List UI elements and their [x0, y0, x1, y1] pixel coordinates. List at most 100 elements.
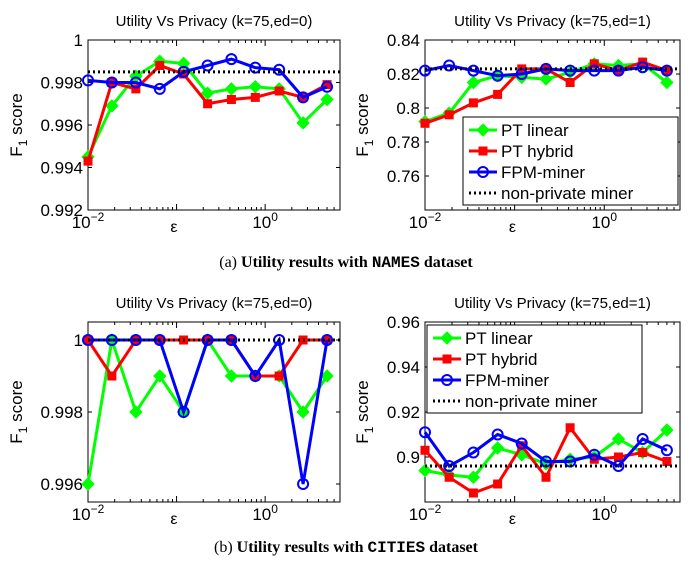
y-tick-label: 0.78 [387, 133, 420, 152]
chart-title: Utility Vs Privacy (k=75,ed=0) [116, 13, 313, 30]
data-point [83, 156, 93, 166]
data-point [660, 423, 674, 437]
data-point [443, 59, 456, 72]
data-point [466, 470, 481, 484]
data-point [296, 405, 310, 419]
data-point [153, 82, 166, 95]
chart-title: Utility Vs Privacy (k=75,ed=1) [454, 295, 651, 312]
data-point [660, 64, 673, 77]
data-point [105, 76, 118, 89]
y-tick-label: 0.998 [40, 403, 83, 422]
y-tick-label: 0.82 [387, 65, 420, 84]
y-tick-label: 0.94 [387, 358, 420, 377]
data-point [419, 426, 431, 439]
data-point [493, 89, 503, 99]
y-tick-label: 0.996 [40, 475, 83, 494]
y-tick-label: 1 [74, 331, 83, 350]
data-point [418, 463, 432, 478]
data-point [468, 98, 478, 108]
data-point [176, 56, 191, 71]
legend-item: PT hybrid [469, 142, 573, 161]
legend-label: PT hybrid [465, 350, 537, 369]
data-point [636, 61, 649, 74]
data-point [320, 369, 334, 383]
caption-b-text: Utility results with [236, 539, 364, 556]
legend-item: PT linear [469, 121, 569, 140]
data-point [490, 441, 505, 455]
legend-label: non-private miner [465, 392, 598, 411]
x-tick-label: 10−2 [409, 502, 442, 524]
y-axis-label: F1 score [7, 380, 30, 443]
data-point [225, 334, 238, 346]
y-tick-label: 0.996 [40, 116, 83, 135]
chart-panel-4: Utility Vs Privacy (k=75,ed=1) 0.9 0.92 0.9… [353, 295, 681, 528]
data-point [153, 369, 167, 383]
legend-marker [478, 146, 488, 156]
y-tick-label: 0.998 [40, 74, 83, 93]
y-tick-label: 0.96 [387, 313, 420, 332]
caption-b-dataset: CITIES [367, 539, 426, 557]
data-point [320, 92, 334, 107]
x-axis-label: ε [509, 511, 516, 528]
series-line [423, 431, 668, 468]
data-point [588, 64, 601, 77]
data-point [419, 64, 431, 77]
data-point [274, 371, 284, 381]
y-tick-label: 0.84 [387, 31, 420, 50]
data-point [588, 448, 601, 461]
plot-frame [87, 39, 341, 211]
data-point [468, 488, 478, 498]
data-point [565, 423, 575, 433]
data-point [155, 61, 165, 70]
data-point [420, 118, 430, 128]
legend-item: PT linear [433, 329, 533, 348]
data-point [131, 84, 141, 94]
data-point [248, 80, 262, 94]
data-point [297, 91, 310, 104]
chart-panel-2: Utility Vs Privacy (k=75,ed=1) 0.76 0.78 0.… [353, 13, 681, 236]
data-point [636, 433, 649, 445]
x-axis-label: ε [170, 511, 177, 528]
caption-a-text: Utility results with [241, 254, 368, 271]
legend-item: PT hybrid [433, 350, 537, 369]
y-tick-label: 0.9 [396, 448, 420, 467]
data-point [250, 92, 260, 102]
data-point [129, 405, 143, 419]
caption-b: (b) Utility results with CITIES dataset [0, 539, 692, 557]
data-point [466, 75, 481, 90]
x-tick-label: 100 [591, 210, 617, 232]
data-point [662, 457, 672, 466]
x-tick-label: 100 [252, 210, 278, 232]
data-point [612, 460, 625, 472]
data-point [249, 370, 262, 382]
caption-b-suffix: dataset [429, 539, 478, 556]
y-axis-label: F1 score [7, 93, 30, 156]
legend: PT linear PT hybrid FPM-miner non-private m… [426, 324, 643, 414]
series-line [87, 57, 328, 100]
data-point [660, 444, 673, 457]
legend-label: PT linear [465, 329, 533, 348]
x-tick-label: 100 [591, 502, 617, 524]
chart-panel-3: Utility Vs Privacy (k=75,ed=0) 0.996 0.998… [7, 295, 341, 528]
x-axis-label: ε [170, 219, 177, 236]
chart-title: Utility Vs Privacy (k=75,ed=1) [454, 13, 651, 30]
legend: PT linear PT hybrid FPM-miner non-private m… [462, 116, 679, 206]
data-point [129, 76, 142, 89]
legend-marker [442, 354, 452, 364]
data-point [201, 59, 214, 72]
data-point [226, 95, 236, 104]
data-point [249, 61, 262, 74]
data-point [81, 477, 95, 491]
legend-item: non-private miner [433, 392, 598, 411]
chart-title: Utility Vs Privacy (k=75,ed=0) [116, 295, 313, 312]
data-point [321, 80, 334, 93]
x-tick-label: 10−2 [72, 210, 105, 232]
y-tick-label: 0.92 [387, 403, 420, 422]
y-axis-label: F1 score [353, 380, 376, 443]
legend-label: FPM-miner [465, 371, 549, 390]
data-point [225, 53, 238, 66]
caption-a-prefix: (a) [219, 254, 238, 271]
data-point [467, 446, 480, 459]
data-point [107, 371, 117, 381]
